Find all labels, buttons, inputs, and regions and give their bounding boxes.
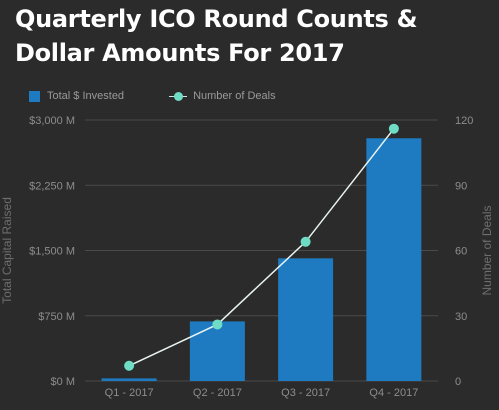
y-right-tick-label: 0 [455,376,461,388]
y-right-tick-label: 60 [455,246,467,258]
x-tick-label: Q1 - 2017 [105,387,154,399]
legend-item-deals: Number of Deals [169,90,276,102]
deals-line [128,128,395,367]
x-tick-label: Q3 - 2017 [281,387,330,399]
y-left-axis-title: Total Capital Raised [0,197,14,304]
y-right-tick-label: 30 [455,311,467,323]
bar [101,378,157,381]
deals-point [388,123,399,134]
y-right-axis-title: Number of Deals [480,205,494,295]
deals-point [300,236,311,247]
y-left-tick-label: $2,250 M [29,180,75,192]
legend: Total $ Invested Number of Deals [29,87,321,105]
legend-item-invested: Total $ Invested [29,90,124,102]
bar [366,138,422,381]
chart-title: Quarterly ICO Round Counts & Dollar Amou… [15,5,418,67]
y-left-tick-label: $750 M [38,311,75,323]
bar [278,258,334,381]
y-right-tick-label: 90 [455,180,467,192]
deals-point [212,319,223,330]
y-left-tick-label: $3,000 M [29,115,75,127]
x-tick-label: Q4 - 2017 [369,387,418,399]
x-tick-label: Q2 - 2017 [193,387,242,399]
y-right-tick-label: 120 [455,115,473,127]
y-left-tick-label: $0 M [51,376,75,388]
legend-line-swatch [169,91,188,102]
y-left-tick-label: $1,500 M [29,246,75,258]
legend-bar-swatch [29,90,40,102]
legend-label-deals: Number of Deals [193,90,276,102]
bar [189,321,245,381]
deals-point [124,360,135,371]
legend-label-invested: Total $ Invested [47,90,125,102]
